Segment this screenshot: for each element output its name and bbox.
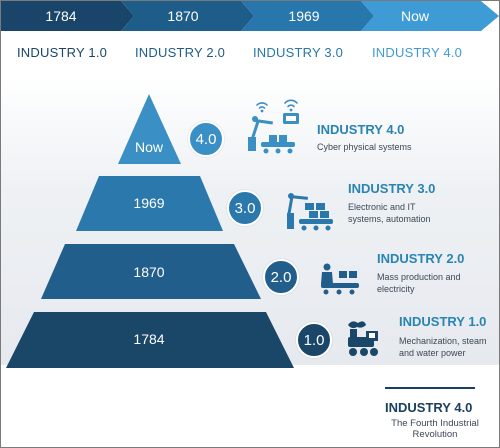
timeline-label-1969: 1969 xyxy=(288,8,320,24)
timeline-bar xyxy=(1,1,499,31)
footer-title: INDUSTRY 4.0 xyxy=(385,400,473,415)
timeline-segment-1969 xyxy=(241,1,374,31)
robot-arm-boxes-icon xyxy=(287,193,333,231)
tier-desc-1: Mechanization, steam and water power xyxy=(399,336,487,358)
footer-subtitle: The Fourth Industrial Revolution xyxy=(391,418,479,440)
timeline-segment-1870 xyxy=(121,1,254,31)
pyramid-tier-2 xyxy=(41,244,261,299)
tier-year-1870: 1870 xyxy=(133,264,165,280)
header-industry-4: INDUSTRY 4.0 xyxy=(372,45,463,60)
tier-year-now: Now xyxy=(134,139,163,155)
pyramid-tier-4 xyxy=(118,94,181,164)
tier-desc-4: Cyber physical systems xyxy=(317,142,412,152)
worker-conveyor-icon xyxy=(321,263,359,295)
tier-title-1: INDUSTRY 1.0 xyxy=(399,314,487,329)
tier-title-2: INDUSTRY 2.0 xyxy=(377,251,465,266)
tier-year-1969: 1969 xyxy=(133,195,165,211)
steam-engine-icon xyxy=(348,321,378,356)
tier-year-1784: 1784 xyxy=(133,331,165,347)
tier-title-4: INDUSTRY 4.0 xyxy=(317,122,405,137)
header-industry-1: INDUSTRY 1.0 xyxy=(17,45,108,60)
version-badge-4: 4.0 xyxy=(188,121,224,157)
timeline-label-1784: 1784 xyxy=(45,8,77,24)
version-badge-3: 3.0 xyxy=(227,190,263,226)
tier-desc-2: Mass production and electricity xyxy=(377,272,461,294)
footer-divider xyxy=(385,387,475,389)
version-badge-2: 2.0 xyxy=(263,259,299,295)
timeline-label-now: Now xyxy=(400,8,429,24)
header-industry-2: INDUSTRY 2.0 xyxy=(135,45,226,60)
timeline-segment-now xyxy=(361,1,499,31)
pyramid-tier-1 xyxy=(6,312,294,368)
tier-title-3: INDUSTRY 3.0 xyxy=(348,181,436,196)
pyramid-tier-3 xyxy=(76,176,223,231)
version-badge-1: 1.0 xyxy=(296,322,332,358)
header-industry-3: INDUSTRY 3.0 xyxy=(253,45,344,60)
timeline-segment-1784 xyxy=(1,1,134,31)
timeline-label-1870: 1870 xyxy=(167,8,199,24)
tier-desc-3: Electronic and IT systems, automation xyxy=(348,202,431,224)
robot-arm-wifi-icon xyxy=(248,99,299,154)
